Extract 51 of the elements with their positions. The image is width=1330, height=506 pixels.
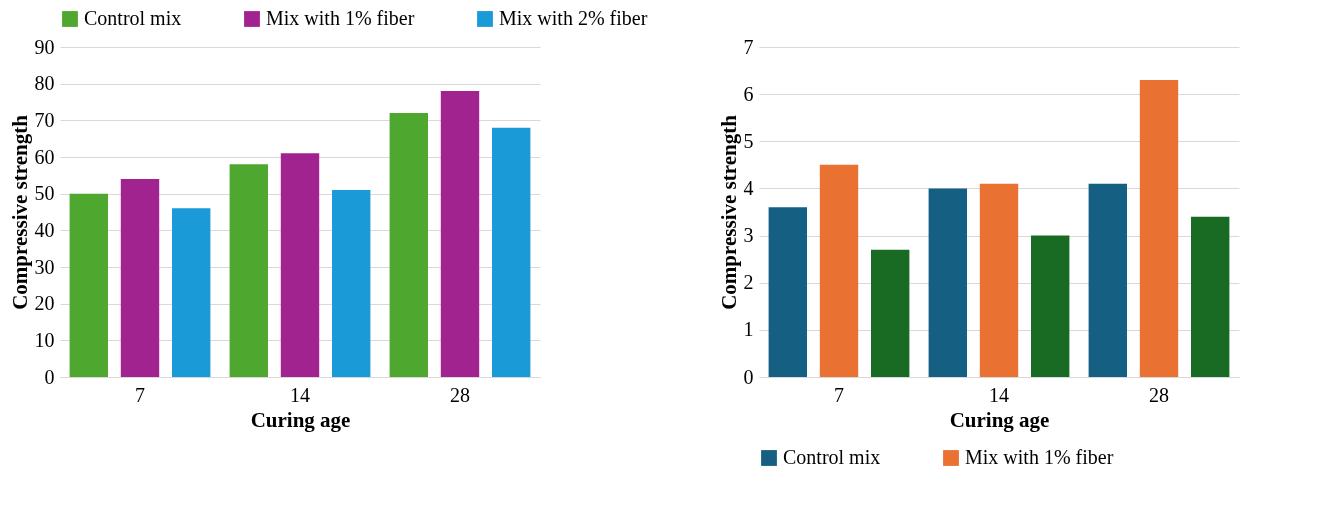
bar (440, 91, 480, 377)
y-tick-label: 2 (743, 271, 754, 294)
x-tick-label: 28 (450, 383, 470, 406)
x-tick-label: 14 (290, 383, 310, 406)
x-tick-label: 7 (135, 383, 145, 406)
legend-label: Mix with 2% fiber (499, 7, 648, 29)
bar (69, 193, 108, 377)
y-tick-label: 40 (34, 218, 55, 241)
x-axis-title: Curing age (949, 407, 1050, 432)
x-tick-label: 14 (989, 383, 1009, 406)
bar (979, 183, 1019, 377)
bar (229, 164, 268, 377)
y-tick-label: 90 (34, 35, 55, 58)
y-tick-label: 5 (743, 129, 754, 152)
y-tick-label: 50 (34, 182, 55, 205)
y-tick-label: 10 (34, 328, 55, 351)
bar (819, 164, 859, 377)
legend-label: Control mix (84, 7, 182, 29)
legend-label: Control mix (783, 446, 881, 468)
y-axis-title: Compressive strength (716, 114, 741, 310)
bar (928, 188, 967, 377)
y-tick-label: 1 (743, 318, 754, 341)
y-tick-label: 70 (34, 108, 55, 131)
y-axis-title: Compressive strength (7, 114, 32, 310)
bar (332, 190, 371, 377)
bar (768, 207, 807, 377)
legend-label: Mix with 1% fiber (266, 7, 415, 29)
bar (1139, 80, 1179, 377)
x-axis-title: Curing age (250, 407, 351, 432)
y-tick-label: 80 (34, 72, 55, 95)
y-tick-label: 7 (743, 35, 754, 58)
bar (389, 113, 428, 377)
y-tick-label: 0 (743, 365, 754, 388)
y-tick-label: 20 (34, 292, 55, 315)
y-tick-label: 4 (743, 176, 754, 199)
y-tick-label: 6 (743, 82, 754, 105)
legend-label: Mix with 1% fiber (965, 446, 1114, 468)
y-tick-label: 0 (44, 365, 55, 388)
bar (1088, 183, 1127, 377)
x-tick-label: 28 (1149, 383, 1169, 406)
bar (1191, 216, 1230, 377)
bar (492, 127, 531, 377)
bar (120, 179, 160, 377)
bar (172, 208, 211, 377)
y-tick-label: 30 (34, 255, 55, 278)
bar (1031, 235, 1070, 377)
bar (871, 249, 910, 377)
x-tick-label: 7 (834, 383, 844, 406)
y-tick-label: 60 (34, 145, 55, 168)
y-tick-label: 3 (743, 224, 754, 247)
bar (280, 153, 320, 377)
